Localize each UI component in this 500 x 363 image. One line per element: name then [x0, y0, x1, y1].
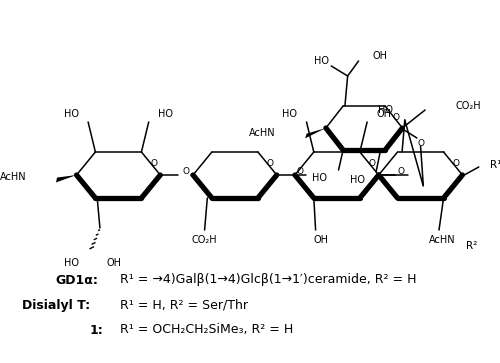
Text: AcHN: AcHN [428, 235, 455, 245]
Text: HO: HO [158, 109, 173, 119]
Text: CO₂H: CO₂H [455, 101, 480, 111]
Text: CO₂H: CO₂H [192, 235, 218, 245]
Text: O: O [417, 139, 424, 147]
Text: O: O [393, 113, 400, 122]
Polygon shape [305, 128, 326, 138]
Text: O: O [452, 159, 459, 168]
Text: AcHN: AcHN [249, 128, 276, 138]
Text: HO: HO [282, 109, 298, 119]
Text: R¹ = H, R² = Ser/Thr: R¹ = H, R² = Ser/Thr [120, 298, 248, 311]
Text: OH: OH [376, 109, 391, 119]
Text: AcHN: AcHN [0, 172, 26, 182]
Text: HO: HO [314, 56, 330, 66]
Text: R¹: R¹ [490, 160, 500, 170]
Text: HO: HO [312, 173, 326, 183]
Text: HO: HO [64, 109, 79, 119]
Text: 1:: 1: [90, 323, 104, 337]
Text: O: O [296, 167, 303, 175]
Text: HO: HO [350, 175, 365, 185]
Text: HO: HO [378, 105, 393, 115]
Text: Disialyl T:: Disialyl T: [22, 298, 90, 311]
Text: O: O [150, 159, 157, 168]
Text: HO: HO [64, 258, 79, 268]
Polygon shape [56, 175, 76, 183]
Text: R¹ = →4)Galβ(1→4)Glcβ(1→1′)ceramide, R² = H: R¹ = →4)Galβ(1→4)Glcβ(1→1′)ceramide, R² … [120, 273, 416, 286]
Text: OH: OH [314, 235, 328, 245]
Text: R¹ = OCH₂CH₂SiMe₃, R² = H: R¹ = OCH₂CH₂SiMe₃, R² = H [120, 323, 293, 337]
Text: O: O [368, 159, 376, 168]
Text: O: O [266, 159, 274, 168]
Text: R²: R² [466, 241, 477, 251]
Text: OH: OH [372, 51, 387, 61]
Text: O: O [182, 167, 189, 175]
Text: OH: OH [106, 258, 122, 268]
Text: O: O [398, 167, 405, 175]
Text: GD1α:: GD1α: [55, 273, 98, 286]
